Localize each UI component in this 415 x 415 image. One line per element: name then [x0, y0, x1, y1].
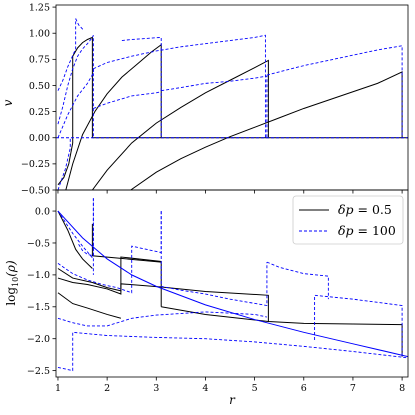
top-ytick-label: 0.50: [29, 81, 50, 92]
bottom-xtick-label: 4: [202, 383, 208, 394]
bottom-xtick-label: 5: [252, 383, 258, 394]
top-ytick-label: −0.25: [21, 159, 50, 170]
top-plot-lines: [56, 18, 408, 190]
top-series-0-curve-3: [91, 59, 269, 190]
bottom-xtick-label: 7: [350, 383, 356, 394]
bottom-ytick-label: −1.0: [27, 270, 50, 281]
bottom-xtick-label: 2: [104, 383, 110, 394]
bottom-series-1-curve-6: [57, 311, 268, 327]
top-series-1-curve-4: [93, 34, 266, 138]
bottom-series-1-curve-0: [57, 210, 94, 260]
bottom-xtick-label: 1: [55, 383, 61, 394]
bottom-series-0-curve-0: [57, 210, 93, 269]
top-y-ticks: −0.50 −0.25 0.00 0.25 0.50 0.75 1.00 1.25: [21, 2, 56, 196]
top-series-1-curve-3: [57, 68, 94, 138]
top-series-1-curve-8: [266, 45, 403, 138]
bottom-ytick-label: −2.0: [27, 334, 50, 345]
bottom-series-0-curve-2: [57, 256, 162, 307]
top-series-1-curve-0: [57, 18, 77, 91]
legend-label-dp100: δp = 100: [338, 223, 396, 238]
bottom-series-1-curve-5: [266, 261, 329, 300]
legend: δp = 0.5 δp = 100: [292, 195, 404, 245]
legend-label-dp05: δp = 0.5: [338, 202, 392, 217]
top-series-0-curve-4: [130, 71, 403, 190]
rho-label: (ρ): [4, 260, 18, 277]
top-x-ticks: [57, 190, 403, 194]
bottom-ytick-label: −2.5: [27, 366, 50, 377]
log-label: log: [4, 287, 18, 306]
top-ytick-label: −0.50: [21, 185, 50, 196]
top-y-axis-label: v: [1, 99, 15, 106]
top-series-1-curve-7: [161, 75, 268, 138]
bottom-series-0-curve-3: [57, 277, 269, 322]
top-ytick-label: 1.00: [29, 29, 50, 40]
top-ytick-label: 0.00: [29, 133, 50, 144]
bottom-xtick-label: 6: [301, 383, 307, 394]
top-panel: −0.50 −0.25 0.00 0.25 0.50 0.75 1.00 1.25 v: [1, 2, 409, 196]
bottom-y-ticks: −2.5 −2.0 −1.5 −1.0 −0.5 0.0: [27, 206, 56, 377]
top-series-0-curve-2: [65, 43, 162, 190]
bottom-y-axis-label: log10(ρ): [4, 260, 20, 306]
x-axis-label: r: [229, 393, 236, 407]
bottom-plot-frame: [55, 189, 409, 378]
top-ytick-label: 0.75: [29, 55, 50, 66]
bottom-series-2-curve-0: [57, 210, 408, 358]
top-series-1-curve-5: [93, 91, 162, 109]
bottom-plot-lines: [57, 198, 408, 372]
top-series-1-curve-6: [121, 36, 162, 138]
legend-box: [292, 195, 404, 245]
log-base-label: 10: [11, 277, 20, 287]
top-ytick-label: 0.25: [29, 107, 50, 118]
bottom-ytick-label: −1.5: [27, 302, 50, 313]
bottom-ytick-label: −0.5: [27, 238, 50, 249]
bottom-series-1-curve-4: [160, 211, 268, 307]
bottom-series-0-curve-4: [57, 292, 122, 319]
top-series-1-curve-2: [57, 35, 94, 138]
bottom-series-1-curve-8: [57, 331, 408, 372]
bottom-panel: −2.5 −2.0 −1.5 −1.0 −0.5 0.0 1 2 3 4 5 6 7 8 log10(ρ…: [4, 189, 409, 407]
bottom-series-0-curve-1: [91, 223, 162, 263]
top-series-0-curve-0: [57, 142, 74, 186]
bottom-xtick-label: 3: [153, 383, 159, 394]
top-series-1-curve-9: [57, 137, 71, 190]
bottom-ytick-label: 0.0: [35, 206, 50, 217]
top-ytick-label: 1.25: [29, 2, 50, 13]
bottom-xtick-label: 8: [399, 383, 405, 394]
bottom-x-ticks: 1 2 3 4 5 6 7 8: [55, 377, 405, 394]
bottom-series-1-curve-3: [57, 211, 162, 294]
